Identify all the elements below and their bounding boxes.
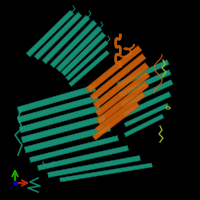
Polygon shape — [21, 115, 106, 143]
Polygon shape — [95, 72, 150, 116]
Polygon shape — [124, 114, 164, 137]
Polygon shape — [26, 10, 74, 57]
Polygon shape — [29, 136, 119, 162]
Polygon shape — [69, 50, 109, 87]
Polygon shape — [124, 103, 169, 127]
Polygon shape — [56, 26, 102, 72]
Polygon shape — [42, 15, 90, 64]
Polygon shape — [37, 146, 129, 170]
Polygon shape — [17, 95, 99, 123]
Polygon shape — [92, 102, 140, 140]
Polygon shape — [123, 92, 171, 117]
Polygon shape — [90, 54, 146, 100]
Polygon shape — [96, 82, 149, 124]
Polygon shape — [119, 70, 171, 97]
Polygon shape — [50, 20, 97, 68]
Polygon shape — [66, 41, 108, 80]
Polygon shape — [93, 63, 149, 108]
Polygon shape — [19, 105, 101, 133]
Polygon shape — [17, 85, 96, 113]
Polygon shape — [86, 46, 142, 92]
Polygon shape — [121, 80, 173, 107]
Polygon shape — [34, 12, 82, 60]
Polygon shape — [95, 92, 146, 132]
Polygon shape — [48, 156, 140, 177]
Polygon shape — [61, 32, 106, 76]
Polygon shape — [117, 60, 169, 87]
Polygon shape — [24, 125, 111, 153]
Polygon shape — [60, 163, 152, 182]
